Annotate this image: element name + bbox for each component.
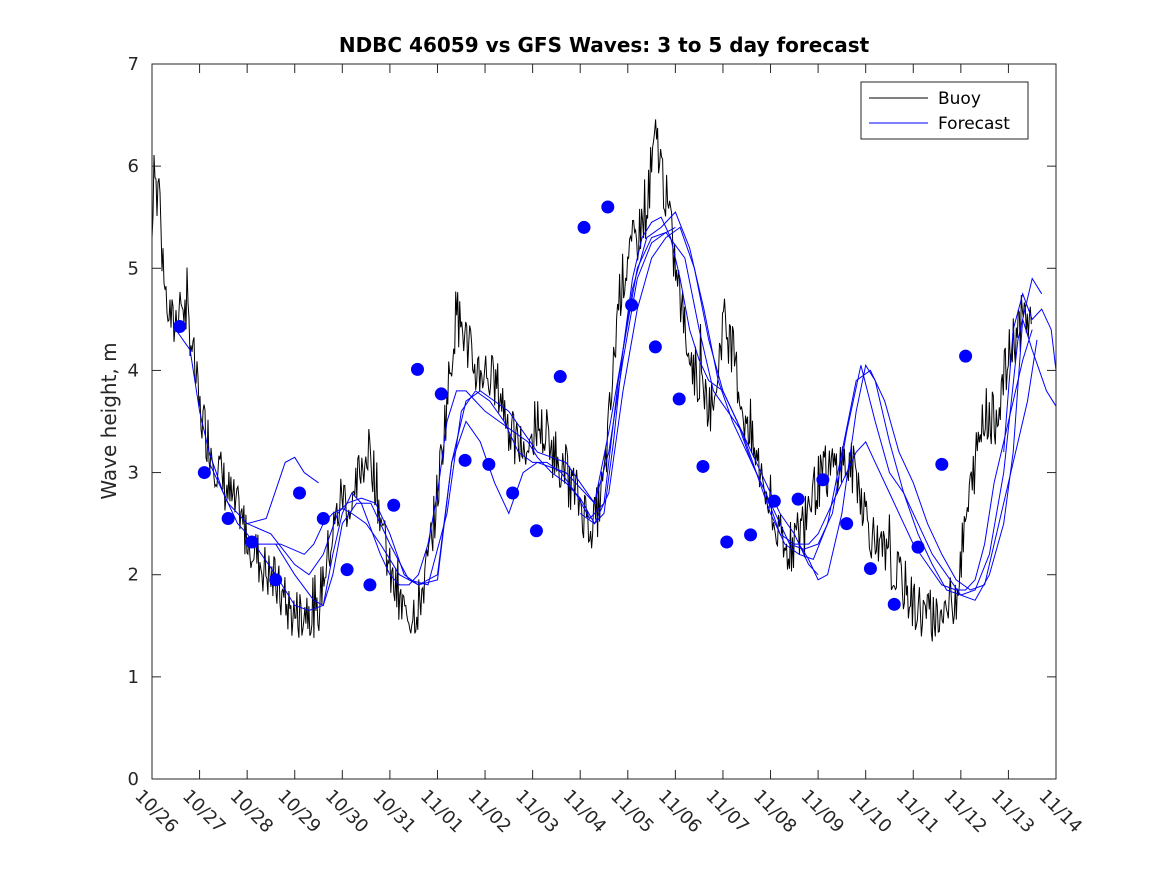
forecast-marker <box>410 362 424 376</box>
forecast-line <box>275 211 1043 607</box>
forecast-marker <box>173 320 187 334</box>
legend-label-forecast: Forecast <box>938 114 1010 134</box>
axes-frame <box>151 63 1057 780</box>
forecast-marker <box>482 457 496 471</box>
y-tick-label: 6 <box>128 156 139 177</box>
y-tick-label: 7 <box>128 54 139 75</box>
legend-label-buoy: Buoy <box>938 89 981 109</box>
forecast-marker <box>434 387 448 401</box>
forecast-marker <box>458 453 472 467</box>
forecast-series-layer <box>175 211 1057 612</box>
forecast-marker <box>269 573 283 587</box>
axes-background <box>152 64 1056 779</box>
forecast-marker <box>625 298 639 312</box>
forecast-marker <box>959 349 973 363</box>
forecast-line <box>579 226 819 576</box>
buoy-line <box>151 119 1032 642</box>
y-tick-label: 2 <box>128 565 139 586</box>
legend-box <box>860 81 1029 140</box>
plot-area <box>151 63 1057 780</box>
forecast-line <box>247 226 676 586</box>
y-tick-label: 5 <box>128 258 139 279</box>
forecast-marker <box>911 540 925 554</box>
forecast-marker <box>577 220 591 234</box>
legend: Buoy Forecast <box>860 81 1029 140</box>
forecast-marker <box>816 473 830 487</box>
forecast-line <box>256 231 1038 591</box>
forecast-marker <box>791 492 805 506</box>
forecast-marker <box>648 340 662 354</box>
forecast-marker <box>197 466 211 480</box>
forecast-marker <box>672 392 686 406</box>
buoy-series-layer <box>151 119 1032 642</box>
forecast-marker <box>340 563 354 577</box>
forecast-marker <box>316 512 330 526</box>
forecast-line <box>1003 292 1057 453</box>
forecast-marker <box>863 562 877 576</box>
forecast-marker-layer <box>173 200 973 611</box>
y-axis: 0 1 2 3 4 5 6 7 <box>128 54 1056 790</box>
forecast-marker <box>553 370 567 384</box>
forecast-marker <box>720 535 734 549</box>
forecast-marker <box>887 597 901 611</box>
forecast-marker <box>363 578 377 592</box>
forecast-marker <box>935 457 949 471</box>
y-tick-label: 4 <box>128 360 139 381</box>
forecast-marker <box>601 200 615 214</box>
forecast-marker <box>245 535 259 549</box>
forecast-marker <box>744 528 758 542</box>
forecast-marker <box>767 494 781 508</box>
y-axis-label: Wave height, m <box>97 342 121 499</box>
forecast-marker <box>221 512 235 526</box>
forecast-line <box>798 319 1057 601</box>
forecast-marker <box>387 498 401 512</box>
forecast-line <box>175 216 1033 612</box>
y-tick-label: 3 <box>128 463 139 484</box>
y-tick-label: 1 <box>128 667 139 688</box>
forecast-marker <box>696 459 710 473</box>
forecast-marker <box>292 486 306 500</box>
chart-title: NDBC 46059 vs GFS Waves: 3 to 5 day fore… <box>339 33 870 57</box>
y-tick-label: 0 <box>128 769 139 790</box>
forecast-marker <box>506 486 520 500</box>
forecast-marker <box>529 524 543 538</box>
forecast-line <box>208 456 319 525</box>
forecast-marker <box>840 517 854 531</box>
